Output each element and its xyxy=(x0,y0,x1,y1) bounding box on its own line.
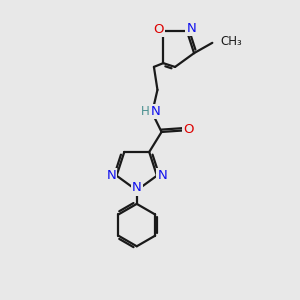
Text: N: N xyxy=(186,22,196,35)
Text: O: O xyxy=(183,122,194,136)
Text: N: N xyxy=(106,169,116,182)
Text: O: O xyxy=(154,23,164,36)
Text: H: H xyxy=(140,105,149,118)
Text: N: N xyxy=(132,182,142,194)
Text: N: N xyxy=(151,105,160,118)
Text: N: N xyxy=(157,169,167,182)
Text: CH₃: CH₃ xyxy=(220,35,242,48)
